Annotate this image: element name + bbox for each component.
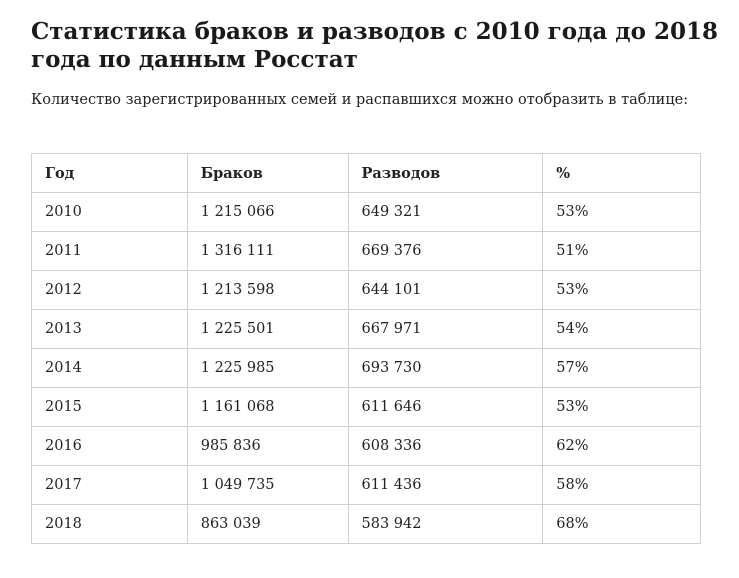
- table-row: 2018 863 039 583 942 68%: [31, 504, 701, 544]
- table-cell: 863 039: [186, 504, 349, 544]
- table-row: 2014 1 225 985 693 730 57%: [31, 348, 701, 388]
- table-cell: 2016: [31, 426, 188, 466]
- column-header: Разводов: [347, 153, 544, 193]
- table-cell: 644 101: [347, 270, 544, 310]
- table-cell: 583 942: [347, 504, 544, 544]
- table-cell: 1 161 068: [186, 387, 349, 427]
- table-cell: 53%: [542, 387, 701, 427]
- table-cell: 1 316 111: [186, 231, 349, 271]
- table-cell: 985 836: [186, 426, 349, 466]
- page-title: Статистика браков и разводов с 2010 года…: [31, 18, 718, 73]
- table-row: 2015 1 161 068 611 646 53%: [31, 387, 701, 427]
- table-header-row: Год Браков Разводов%: [31, 153, 701, 193]
- table-cell: 1 225 501: [186, 309, 349, 349]
- table-row: 2010 1 215 066 649 321 53%: [31, 192, 701, 232]
- table-row: 2016 985 836 608 336 62%: [31, 426, 701, 466]
- table-cell: 2015: [31, 387, 188, 427]
- intro-text: Количество зарегистрированных семей и ра…: [31, 92, 689, 108]
- table-cell: 611 436: [347, 465, 544, 505]
- table-cell: 2013: [31, 309, 188, 349]
- column-header: Браков: [186, 153, 349, 193]
- table-cell: 2012: [31, 270, 188, 310]
- table-cell: 608 336: [347, 426, 544, 466]
- table-cell: 1 049 735: [186, 465, 349, 505]
- table-cell: 1 215 066: [186, 192, 349, 232]
- table-cell: 2010: [31, 192, 188, 232]
- table-cell: 68%: [542, 504, 701, 544]
- table-row: 2012 1 213 598 644 101 53%: [31, 270, 701, 310]
- table-cell: 1 213 598: [186, 270, 349, 310]
- table-cell: 2018: [31, 504, 188, 544]
- table-row: 2011 1 316 111 669 376 51%: [31, 231, 701, 271]
- column-header: Год: [31, 153, 188, 193]
- table-cell: 1 225 985: [186, 348, 349, 388]
- marriage-divorce-table: Год Браков Разводов% 2010 1 215 066 649 321 5…: [31, 153, 701, 544]
- table-cell: 611 646: [347, 387, 544, 427]
- table-cell: 2014: [31, 348, 188, 388]
- table-cell: 58%: [542, 465, 701, 505]
- table-cell: 54%: [542, 309, 701, 349]
- table-cell: 51%: [542, 231, 701, 271]
- table-cell: 53%: [542, 270, 701, 310]
- table-row: 2017 1 049 735 611 436 58%: [31, 465, 701, 505]
- table-row: 2013 1 225 501 667 971 54%: [31, 309, 701, 349]
- table-cell: 693 730: [347, 348, 544, 388]
- table-cell: 62%: [542, 426, 701, 466]
- table-cell: 2017: [31, 465, 188, 505]
- table-cell: 57%: [542, 348, 701, 388]
- table-cell: 2011: [31, 231, 188, 271]
- column-header: %: [542, 153, 701, 193]
- table-cell: 669 376: [347, 231, 544, 271]
- table-cell: 667 971: [347, 309, 544, 349]
- table-cell: 53%: [542, 192, 701, 232]
- table-cell: 649 321: [347, 192, 544, 232]
